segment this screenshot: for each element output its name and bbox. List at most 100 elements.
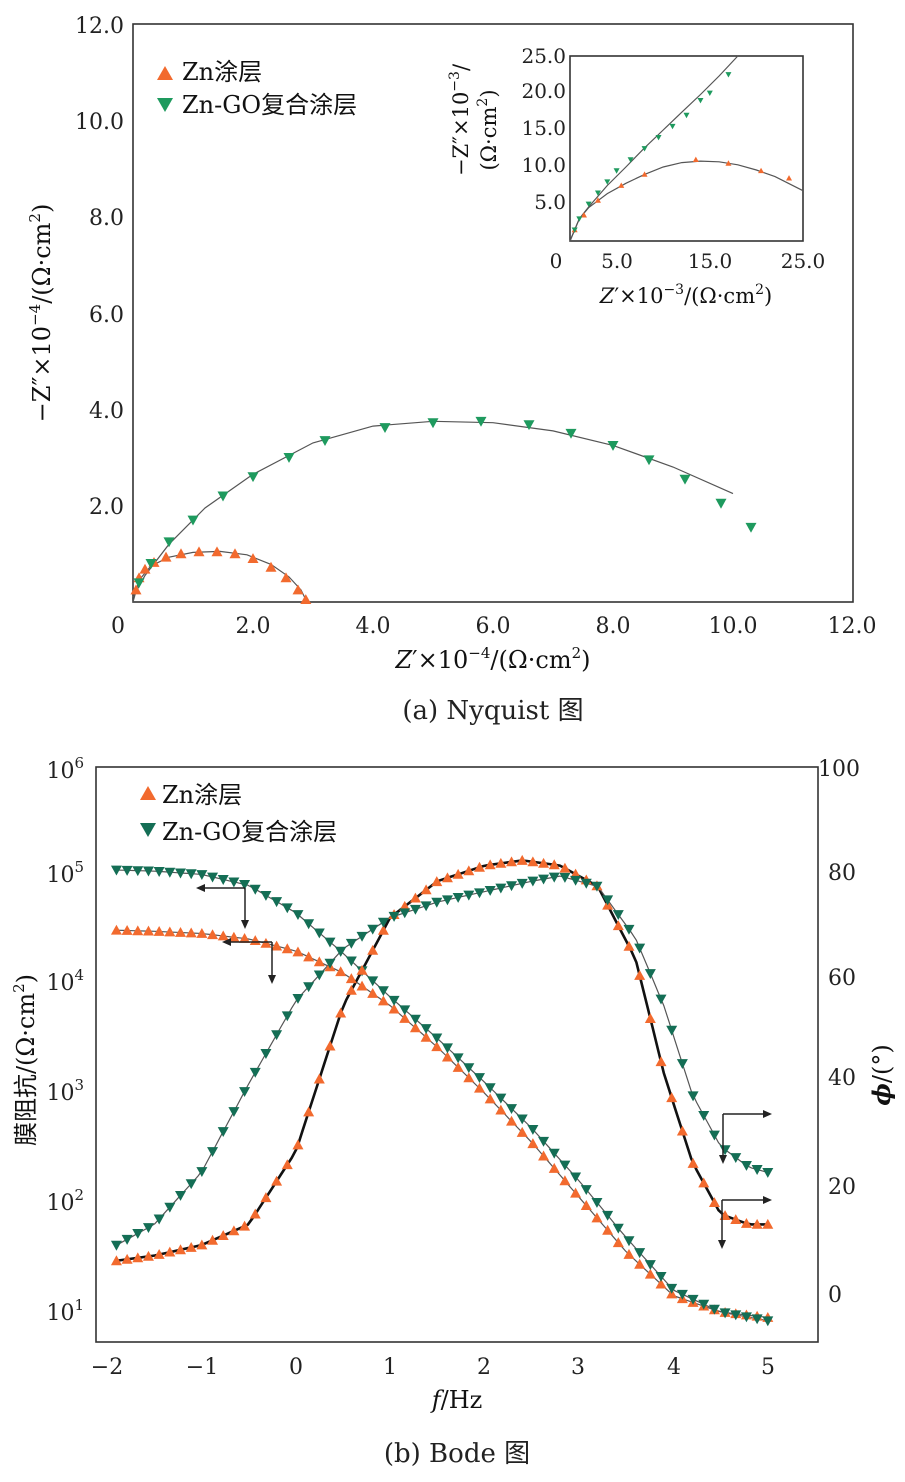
bode-left-tick: 106: [46, 754, 84, 784]
bode-left-ticks: 101 102 103 104 105 106: [46, 754, 84, 1326]
zngo-data-point: [427, 418, 439, 429]
inset-background: [570, 56, 803, 241]
inset-zn-point: [594, 197, 601, 203]
zngo-phase-point: [132, 1229, 144, 1239]
zngo-phase-point: [292, 994, 304, 1004]
zngo-phase-point: [740, 1160, 752, 1171]
inset-y-tick: 5.0: [534, 190, 566, 214]
zngo-impedance-point: [164, 867, 176, 878]
zngo-impedance-point: [239, 880, 251, 890]
zn-impedance-point: [185, 927, 197, 938]
zngo-impedance-point: [719, 1308, 731, 1319]
zngo-impedance-point: [281, 903, 293, 914]
zn-impedance-point: [473, 1082, 485, 1093]
bode-y-right-label: ϕ/(°): [867, 1044, 896, 1105]
nyquist-y-ticks: 2.0 4.0 6.0 8.0 10.0 12.0: [75, 14, 124, 520]
inset-x-label-sup: 2: [755, 282, 764, 298]
inset-x-tick: 15.0: [688, 249, 733, 273]
zn-phase-point: [441, 872, 453, 883]
zngo-phase-point: [260, 1049, 272, 1059]
bode-y-left-close: ): [12, 974, 40, 983]
zn-impedance-point: [271, 940, 283, 951]
zngo-phase-fit-line: [116, 875, 768, 1246]
zn-phase-point: [634, 969, 646, 980]
nyquist-y-tick: 4.0: [89, 399, 124, 424]
bode-legend: Zn涂层 Zn-GO复合涂层: [140, 781, 337, 846]
zngo-data-point: [187, 515, 199, 526]
bode-x-tick: −1: [186, 1355, 218, 1380]
nyquist-caption: (a) Nyquist 图: [402, 696, 583, 726]
inset-zn-fit-line: [569, 160, 804, 242]
inset-x-label-close: ): [764, 284, 772, 308]
zn-phase-point: [420, 884, 432, 895]
nyquist-x-tick: 0: [111, 614, 125, 639]
inset-x-tick: 5.0: [601, 249, 633, 273]
inset-zngo-point: [594, 190, 601, 196]
zngo-impedance-point: [676, 1289, 688, 1300]
nyquist-x-tick: 12.0: [828, 614, 877, 639]
bode-left-tick: 101: [46, 1296, 84, 1326]
zngo-phase-point: [762, 1168, 774, 1178]
zn-impedance-point: [452, 1061, 464, 1072]
zngo-data-point: [607, 440, 619, 451]
zngo-impedance-point: [655, 1271, 667, 1282]
zngo-phase-point: [751, 1165, 763, 1175]
zn-impedance-point: [409, 1022, 421, 1033]
zn-phase-point: [612, 920, 624, 931]
zn-phase-point: [313, 1073, 325, 1084]
zn-phase-point: [452, 868, 464, 879]
bode-x-tick: 2: [477, 1355, 491, 1380]
zngo-phase-point: [303, 982, 315, 993]
zn-phase-point: [260, 1192, 272, 1203]
zn-impedance-point: [239, 932, 251, 943]
zngo-impedance-point: [399, 1005, 411, 1016]
nyquist-x-tick: 4.0: [356, 614, 391, 639]
zn-phase-point: [281, 1159, 293, 1170]
zngo-data-point: [217, 491, 229, 502]
zn-phase-point: [153, 1249, 165, 1259]
bode-right-tick: 100: [818, 757, 860, 782]
bode-x-tick: −2: [91, 1355, 123, 1380]
legend-zn-marker: [157, 66, 173, 80]
inset-x-label-mult: ′×10: [614, 284, 663, 308]
zngo-phase-point: [207, 1147, 219, 1158]
nyquist-x-label-exp: −4: [468, 644, 490, 662]
bode-caption: (b) Bode 图: [384, 1439, 530, 1469]
zn-data-point: [292, 584, 304, 595]
zn-impedance-point: [356, 980, 368, 991]
zngo-impedance-point: [228, 877, 240, 888]
bode-x-tick: 3: [571, 1355, 585, 1380]
zn-data-point: [139, 563, 151, 574]
zngo-impedance-point: [324, 937, 336, 948]
zn-phase-point: [345, 984, 357, 995]
zngo-data-point: [163, 537, 175, 548]
inset-zngo-point: [725, 72, 732, 78]
inset-points: [571, 72, 793, 233]
inset-x-label-exp: −3: [663, 282, 684, 298]
bode-y-right-unit: /(°): [868, 1044, 896, 1083]
nyquist-y-label-close: ): [28, 204, 56, 213]
zngo-impedance-point: [377, 986, 389, 997]
zngo-phase-point: [196, 1167, 208, 1178]
zngo-impedance-point: [473, 1073, 485, 1084]
zn-impedance-point: [388, 1003, 400, 1014]
nyquist-y-label-minus: −Z: [28, 386, 56, 423]
zn-phase-fit-line: [116, 859, 768, 1263]
bode-y-left-label: 膜阻抗/(Ω·cm2): [10, 974, 40, 1146]
inset-x-tick: 25.0: [781, 249, 826, 273]
bode-axis-arrows: [196, 884, 772, 1249]
zngo-phase-point: [228, 1107, 240, 1118]
zn-impedance-point: [431, 1041, 443, 1052]
zn-impedance-point: [281, 943, 293, 954]
nyquist-x-label-unit: /(Ω·cm: [490, 646, 571, 674]
zngo-impedance-point: [217, 875, 229, 885]
zn-data-point: [247, 553, 259, 564]
zn-impedance-fit-line: [116, 929, 768, 1319]
zngo-phase-point: [281, 1011, 293, 1022]
zngo-phase-point: [516, 878, 528, 889]
zngo-data-point: [319, 436, 331, 447]
zn-impedance-point: [484, 1093, 496, 1104]
zn-phase-point: [324, 1040, 336, 1051]
zngo-phase-point: [687, 1091, 699, 1102]
zngo-phase-point: [538, 874, 550, 885]
